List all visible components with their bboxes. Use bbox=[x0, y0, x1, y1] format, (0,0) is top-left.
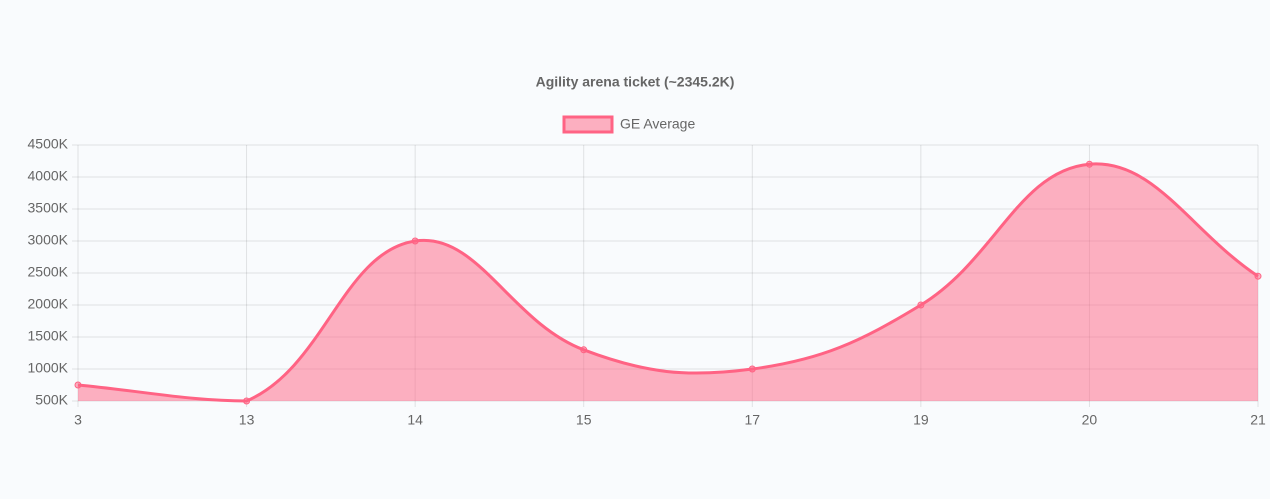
chart-title: Agility arena ticket (~2345.2K) bbox=[536, 74, 735, 90]
x-tick-label: 13 bbox=[239, 412, 255, 428]
y-tick-label: 3500K bbox=[28, 200, 69, 216]
y-tick-label: 2000K bbox=[28, 296, 69, 312]
x-tick-label: 14 bbox=[407, 412, 423, 428]
x-tick-label: 3 bbox=[74, 412, 82, 428]
point bbox=[748, 365, 756, 373]
x-tick-label: 15 bbox=[576, 412, 592, 428]
x-tick-label: 20 bbox=[1082, 412, 1098, 428]
legend-label: GE Average bbox=[620, 116, 695, 132]
area bbox=[78, 163, 1258, 401]
point bbox=[1085, 160, 1093, 168]
y-tick-label: 2500K bbox=[28, 264, 69, 280]
point bbox=[74, 381, 82, 389]
x-tick-label: 19 bbox=[913, 412, 929, 428]
x-tick-label: 21 bbox=[1250, 412, 1266, 428]
x-tick-label: 17 bbox=[744, 412, 760, 428]
line bbox=[77, 162, 1259, 403]
point bbox=[917, 301, 925, 309]
y-tick-label: 4500K bbox=[28, 136, 69, 152]
y-tick-label: 4000K bbox=[28, 168, 69, 184]
y-tick-label: 3000K bbox=[28, 232, 69, 248]
y-tick-label: 500K bbox=[35, 392, 68, 408]
y-tick-label: 1000K bbox=[28, 360, 69, 376]
point bbox=[580, 346, 588, 354]
legend-swatch bbox=[562, 115, 614, 134]
y-tick-label: 1500K bbox=[28, 328, 69, 344]
point bbox=[243, 397, 251, 405]
point bbox=[1254, 272, 1262, 280]
point bbox=[411, 237, 419, 245]
